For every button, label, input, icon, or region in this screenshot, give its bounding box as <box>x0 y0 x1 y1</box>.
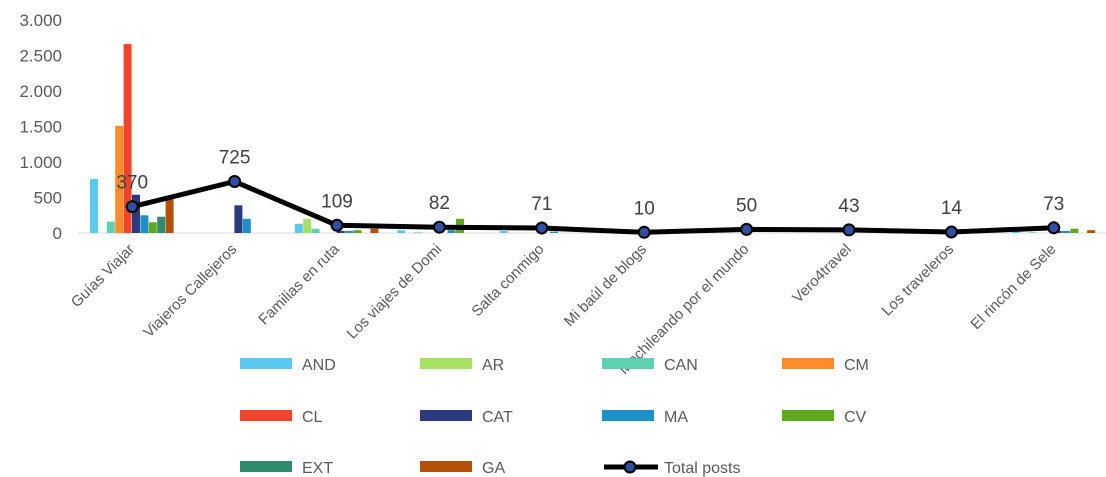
legend-label: CAN <box>664 357 698 374</box>
bar-cv <box>353 230 362 233</box>
y-tick-label: 500 <box>34 189 62 208</box>
legend-swatch-cv <box>782 410 834 421</box>
legend-label: AND <box>302 357 336 374</box>
data-label: 82 <box>429 193 450 214</box>
bar-cm <box>115 125 124 233</box>
legend-swatch-and <box>240 358 292 369</box>
data-label: 50 <box>736 195 757 216</box>
legend-label: AR <box>482 357 504 374</box>
y-tick-label: 2.000 <box>19 82 62 101</box>
data-label: 43 <box>838 196 859 217</box>
data-label: 725 <box>219 148 251 169</box>
bar-ext <box>157 216 166 233</box>
bar-and <box>294 223 303 233</box>
legend-swatch-ar <box>420 358 472 369</box>
legend-marker-total-posts <box>623 460 637 474</box>
legend-swatch-cat <box>420 410 472 421</box>
bar-cl <box>123 44 132 233</box>
legend-swatch-ga <box>420 461 472 472</box>
legend-label: Total posts <box>664 460 740 477</box>
data-label: 73 <box>1043 194 1064 215</box>
x-category-label: Los traveleros <box>879 241 958 320</box>
data-label: 109 <box>321 191 353 212</box>
bar-ga <box>1087 230 1096 233</box>
bar-ma <box>550 231 558 233</box>
y-tick-label: 3.000 <box>19 11 62 30</box>
bar-cat <box>132 194 140 233</box>
legend-swatch-can <box>602 358 654 369</box>
line-point-total-posts <box>944 225 958 239</box>
line-point-total-posts <box>432 220 446 234</box>
bar-cv <box>1070 228 1079 233</box>
legend-label: CM <box>844 357 869 374</box>
bar-and <box>90 179 98 233</box>
data-label: 14 <box>941 198 963 219</box>
y-tick-label: 2.500 <box>19 47 62 66</box>
bar-can <box>414 232 422 233</box>
bar-can <box>1028 232 1037 233</box>
bar-cat <box>336 230 345 233</box>
bar-ar <box>303 218 312 233</box>
line-point-total-posts <box>842 223 856 237</box>
legend-swatch-cl <box>240 410 292 421</box>
bar-and <box>1011 231 1020 233</box>
bar-cat <box>234 205 243 233</box>
bar-ma <box>1062 230 1070 233</box>
x-category-label: Salta conmigo <box>468 241 547 320</box>
y-tick-label: 1.500 <box>19 118 62 137</box>
legend-label: CAT <box>482 409 513 426</box>
bar-ma <box>345 230 354 233</box>
legend-swatch-cm <box>782 358 834 369</box>
legend-swatch-ma <box>602 410 654 421</box>
bar-can <box>106 221 115 233</box>
line-point-total-posts <box>125 200 139 214</box>
legend-label: CL <box>302 409 323 426</box>
x-category-label: Los viajes de Domi <box>344 241 446 343</box>
x-category-label: Guías Viajar <box>68 241 138 311</box>
y-tick-label: 1.000 <box>19 153 62 172</box>
bar-ma <box>447 230 456 233</box>
x-category-label: El rincón de Sele <box>967 241 1059 333</box>
bar-ma <box>242 218 251 233</box>
line-total-posts <box>131 179 1054 235</box>
legend-label: MA <box>664 409 688 426</box>
bar-can <box>311 228 320 233</box>
bar-cv <box>148 222 157 233</box>
data-label: 71 <box>531 194 552 215</box>
data-label: 370 <box>116 173 148 194</box>
x-category-label: Vero4travel <box>789 241 855 307</box>
line-point-total-posts <box>740 222 754 236</box>
line-point-total-posts <box>330 218 344 232</box>
bar-and <box>499 230 508 233</box>
legend-swatch-ext <box>240 461 292 472</box>
line-point-total-posts <box>1047 221 1061 235</box>
x-category-label: Viajeros Callejeros <box>140 241 240 341</box>
legend-label: GA <box>482 460 505 477</box>
x-category-label: Familias en ruta <box>255 240 343 328</box>
x-category-label: Mi baúl de blogs <box>561 241 650 330</box>
bar-ga <box>370 228 379 233</box>
line-point-total-posts <box>535 221 549 235</box>
legend-label: EXT <box>302 460 333 477</box>
line-point-total-posts <box>637 225 651 239</box>
data-label: 10 <box>634 198 655 219</box>
line-point-total-posts <box>228 175 242 188</box>
bar-and <box>397 230 406 233</box>
bar-ga <box>165 198 174 233</box>
y-tick-label: 0 <box>53 224 62 243</box>
legend-label: CV <box>844 409 867 426</box>
bar-ma <box>140 215 149 234</box>
